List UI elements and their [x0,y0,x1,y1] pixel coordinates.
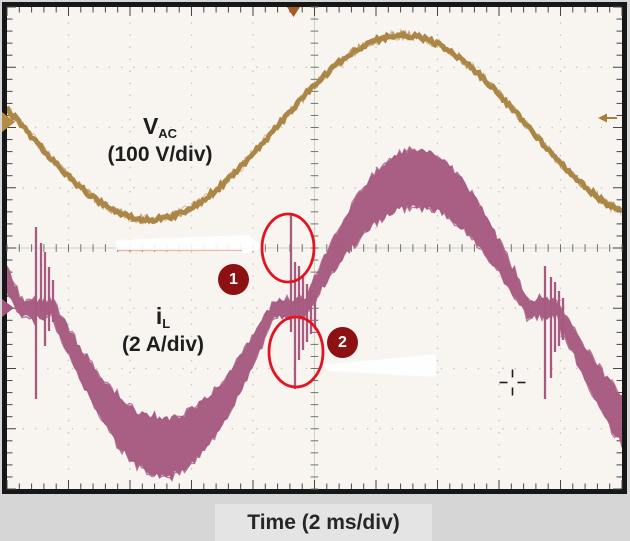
time-axis-label: Time (2 ms/div) [247,511,400,534]
time-axis-label-box: Time (2 ms/div) [215,504,432,541]
annotation-ellipse-2 [267,315,325,389]
il-trace-label: iL (2 A/div) [121,303,205,357]
mouse-crosshair-cursor [499,369,526,396]
vac-trace [7,28,622,225]
il-ground-marker [2,299,14,317]
annotation-badge-1: 1 [218,264,249,295]
annotation-ellipse-1 [260,212,316,284]
il-trace [7,145,622,482]
vac-trace-label: VAC (100 V/div) [107,113,213,167]
annotation-badge-2: 2 [327,327,358,358]
white-callout-arrows [116,235,436,377]
vac-level-arrow-right [598,113,617,123]
vac-ground-marker [2,112,15,132]
trigger-position-marker [287,7,300,17]
